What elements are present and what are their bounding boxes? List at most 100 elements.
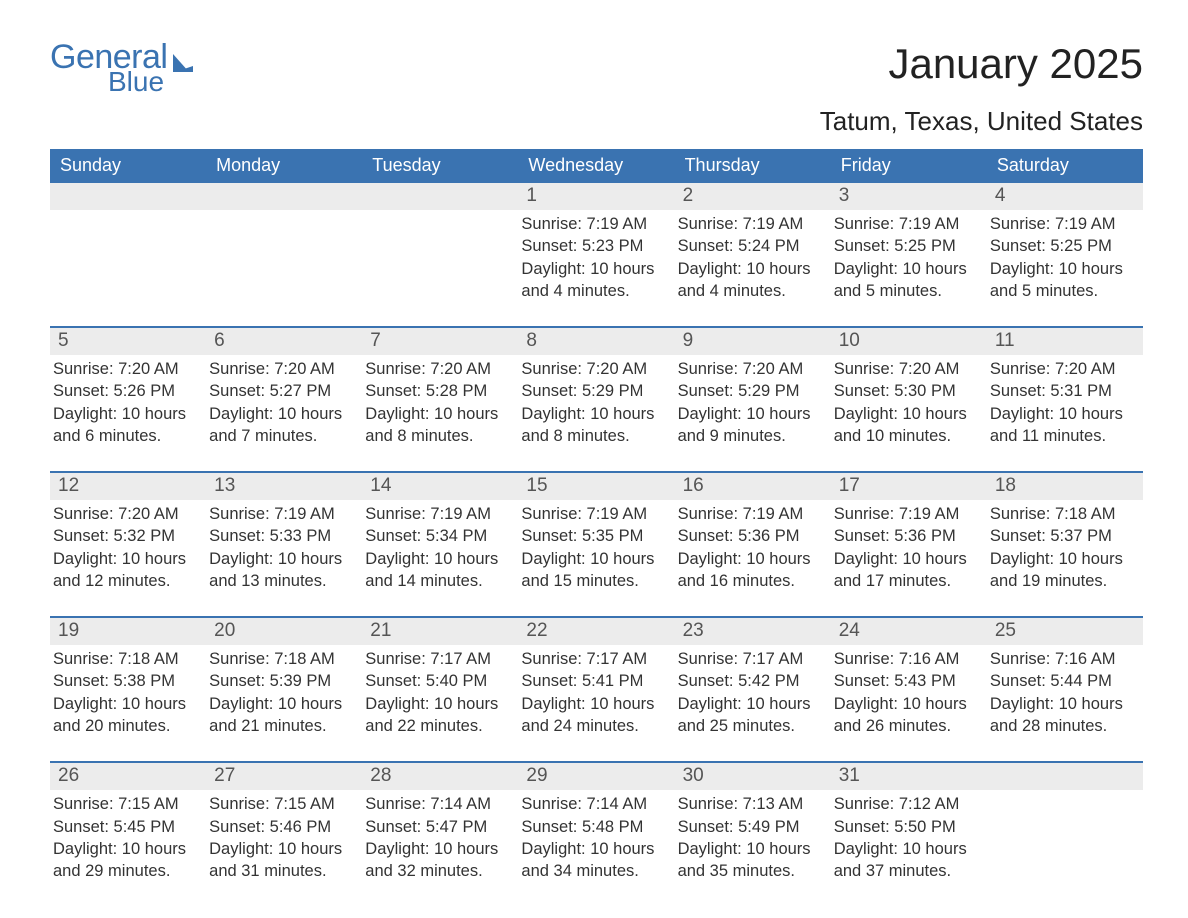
daylight-line: Daylight: 10 hours and 12 minutes. xyxy=(53,548,198,593)
day-number: 31 xyxy=(831,763,987,790)
week-row: 1234Sunrise: 7:19 AMSunset: 5:23 PMDayli… xyxy=(50,183,1143,312)
daylight-line: Daylight: 10 hours and 24 minutes. xyxy=(521,693,666,738)
daylight-line: Daylight: 10 hours and 37 minutes. xyxy=(834,838,979,883)
day-number: 14 xyxy=(362,473,518,500)
sunset-line: Sunset: 5:36 PM xyxy=(678,525,823,547)
day-cell: Sunrise: 7:19 AMSunset: 5:24 PMDaylight:… xyxy=(675,210,831,312)
day-number: 22 xyxy=(518,618,674,645)
daylight-line: Daylight: 10 hours and 21 minutes. xyxy=(209,693,354,738)
sunset-line: Sunset: 5:32 PM xyxy=(53,525,198,547)
daylight-line: Daylight: 10 hours and 32 minutes. xyxy=(365,838,510,883)
daylight-line: Daylight: 10 hours and 14 minutes. xyxy=(365,548,510,593)
day-cell: Sunrise: 7:17 AMSunset: 5:41 PMDaylight:… xyxy=(518,645,674,747)
day-number xyxy=(206,183,362,210)
day-number: 12 xyxy=(50,473,206,500)
daylight-line: Daylight: 10 hours and 20 minutes. xyxy=(53,693,198,738)
sunset-line: Sunset: 5:50 PM xyxy=(834,816,979,838)
daylight-line: Daylight: 10 hours and 9 minutes. xyxy=(678,403,823,448)
day-cell: Sunrise: 7:19 AMSunset: 5:25 PMDaylight:… xyxy=(831,210,987,312)
day-number: 10 xyxy=(831,328,987,355)
daylight-line: Daylight: 10 hours and 8 minutes. xyxy=(365,403,510,448)
dow-sunday: Sunday xyxy=(50,149,206,183)
day-cell: Sunrise: 7:20 AMSunset: 5:29 PMDaylight:… xyxy=(675,355,831,457)
sunset-line: Sunset: 5:44 PM xyxy=(990,670,1135,692)
day-cell xyxy=(987,790,1143,892)
daylight-line: Daylight: 10 hours and 22 minutes. xyxy=(365,693,510,738)
day-number: 17 xyxy=(831,473,987,500)
sunrise-line: Sunrise: 7:19 AM xyxy=(365,503,510,525)
daylight-line: Daylight: 10 hours and 5 minutes. xyxy=(834,258,979,303)
day-number: 30 xyxy=(675,763,831,790)
daylight-line: Daylight: 10 hours and 16 minutes. xyxy=(678,548,823,593)
day-number: 3 xyxy=(831,183,987,210)
day-number: 11 xyxy=(987,328,1143,355)
day-cell: Sunrise: 7:14 AMSunset: 5:48 PMDaylight:… xyxy=(518,790,674,892)
day-number: 24 xyxy=(831,618,987,645)
day-cell: Sunrise: 7:18 AMSunset: 5:38 PMDaylight:… xyxy=(50,645,206,747)
daylight-line: Daylight: 10 hours and 4 minutes. xyxy=(521,258,666,303)
day-number: 7 xyxy=(362,328,518,355)
day-number: 21 xyxy=(362,618,518,645)
sunset-line: Sunset: 5:26 PM xyxy=(53,380,198,402)
sunset-line: Sunset: 5:46 PM xyxy=(209,816,354,838)
sunset-line: Sunset: 5:28 PM xyxy=(365,380,510,402)
sunset-line: Sunset: 5:36 PM xyxy=(834,525,979,547)
day-cell: Sunrise: 7:19 AMSunset: 5:35 PMDaylight:… xyxy=(518,500,674,602)
week-row: 12131415161718Sunrise: 7:20 AMSunset: 5:… xyxy=(50,471,1143,602)
sunset-line: Sunset: 5:38 PM xyxy=(53,670,198,692)
sunrise-line: Sunrise: 7:14 AM xyxy=(365,793,510,815)
day-number xyxy=(50,183,206,210)
sunrise-line: Sunrise: 7:17 AM xyxy=(678,648,823,670)
day-number: 19 xyxy=(50,618,206,645)
sunrise-line: Sunrise: 7:20 AM xyxy=(834,358,979,380)
month-title: January 2025 xyxy=(820,40,1143,88)
daylight-line: Daylight: 10 hours and 17 minutes. xyxy=(834,548,979,593)
sunrise-line: Sunrise: 7:12 AM xyxy=(834,793,979,815)
day-number: 23 xyxy=(675,618,831,645)
sunset-line: Sunset: 5:33 PM xyxy=(209,525,354,547)
daylight-line: Daylight: 10 hours and 11 minutes. xyxy=(990,403,1135,448)
day-cell: Sunrise: 7:16 AMSunset: 5:43 PMDaylight:… xyxy=(831,645,987,747)
day-cell: Sunrise: 7:15 AMSunset: 5:46 PMDaylight:… xyxy=(206,790,362,892)
sunset-line: Sunset: 5:45 PM xyxy=(53,816,198,838)
sunrise-line: Sunrise: 7:19 AM xyxy=(990,213,1135,235)
day-number: 1 xyxy=(518,183,674,210)
day-cell: Sunrise: 7:12 AMSunset: 5:50 PMDaylight:… xyxy=(831,790,987,892)
day-number: 16 xyxy=(675,473,831,500)
day-number: 13 xyxy=(206,473,362,500)
sunset-line: Sunset: 5:48 PM xyxy=(521,816,666,838)
dow-saturday: Saturday xyxy=(987,149,1143,183)
day-cell: Sunrise: 7:16 AMSunset: 5:44 PMDaylight:… xyxy=(987,645,1143,747)
day-cell: Sunrise: 7:14 AMSunset: 5:47 PMDaylight:… xyxy=(362,790,518,892)
sunset-line: Sunset: 5:25 PM xyxy=(990,235,1135,257)
day-cell: Sunrise: 7:18 AMSunset: 5:37 PMDaylight:… xyxy=(987,500,1143,602)
daynum-row: 567891011 xyxy=(50,328,1143,355)
day-cell: Sunrise: 7:19 AMSunset: 5:36 PMDaylight:… xyxy=(831,500,987,602)
sunrise-line: Sunrise: 7:17 AM xyxy=(521,648,666,670)
day-number: 20 xyxy=(206,618,362,645)
sunrise-line: Sunrise: 7:18 AM xyxy=(990,503,1135,525)
sunrise-line: Sunrise: 7:20 AM xyxy=(53,503,198,525)
daylight-line: Daylight: 10 hours and 25 minutes. xyxy=(678,693,823,738)
daylight-line: Daylight: 10 hours and 5 minutes. xyxy=(990,258,1135,303)
sunrise-line: Sunrise: 7:19 AM xyxy=(678,503,823,525)
sunset-line: Sunset: 5:43 PM xyxy=(834,670,979,692)
day-cell: Sunrise: 7:20 AMSunset: 5:31 PMDaylight:… xyxy=(987,355,1143,457)
daynum-row: 12131415161718 xyxy=(50,473,1143,500)
daynum-row: 1234 xyxy=(50,183,1143,210)
sunrise-line: Sunrise: 7:19 AM xyxy=(834,503,979,525)
dow-monday: Monday xyxy=(206,149,362,183)
daylight-line: Daylight: 10 hours and 15 minutes. xyxy=(521,548,666,593)
dow-tuesday: Tuesday xyxy=(362,149,518,183)
sunrise-line: Sunrise: 7:17 AM xyxy=(365,648,510,670)
dow-thursday: Thursday xyxy=(675,149,831,183)
daylight-line: Daylight: 10 hours and 6 minutes. xyxy=(53,403,198,448)
day-cell: Sunrise: 7:17 AMSunset: 5:42 PMDaylight:… xyxy=(675,645,831,747)
daylight-line: Daylight: 10 hours and 7 minutes. xyxy=(209,403,354,448)
sunset-line: Sunset: 5:37 PM xyxy=(990,525,1135,547)
week-row: 262728293031Sunrise: 7:15 AMSunset: 5:45… xyxy=(50,761,1143,892)
daylight-line: Daylight: 10 hours and 35 minutes. xyxy=(678,838,823,883)
sunrise-line: Sunrise: 7:20 AM xyxy=(990,358,1135,380)
day-number: 8 xyxy=(518,328,674,355)
day-cell: Sunrise: 7:19 AMSunset: 5:23 PMDaylight:… xyxy=(518,210,674,312)
